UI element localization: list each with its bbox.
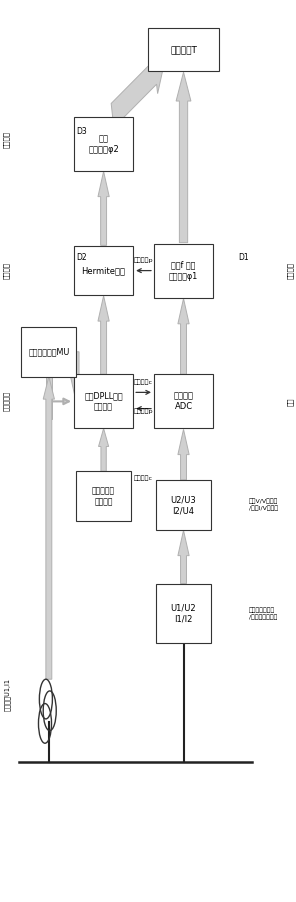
Text: 标准电流互感器
/标准电压互感器: 标准电流互感器 /标准电压互感器 xyxy=(249,607,277,620)
Text: 高精度温度
补偿晶振: 高精度温度 补偿晶振 xyxy=(92,486,115,506)
Text: 时钟信号c: 时钟信号c xyxy=(134,380,153,385)
Text: 相位测量: 相位测量 xyxy=(3,132,9,148)
Text: 绝对延时T: 绝对延时T xyxy=(170,45,197,54)
FancyArrow shape xyxy=(178,299,189,374)
FancyArrow shape xyxy=(99,428,109,471)
FancyBboxPatch shape xyxy=(148,28,219,71)
Text: 采集: 采集 xyxy=(287,397,293,406)
Text: 时标DPLL跟踪
标定时标: 时标DPLL跟踪 标定时标 xyxy=(84,391,123,411)
Text: 频率f 滤波
相位读取φ1: 频率f 滤波 相位读取φ1 xyxy=(169,261,198,281)
Text: U1/U2
I1/I2: U1/U2 I1/I2 xyxy=(171,603,196,623)
Text: 信号调理
ADC: 信号调理 ADC xyxy=(173,391,194,411)
FancyBboxPatch shape xyxy=(156,480,211,530)
FancyArrow shape xyxy=(70,352,82,401)
FancyArrow shape xyxy=(46,327,52,419)
Text: D2: D2 xyxy=(76,253,87,262)
FancyArrow shape xyxy=(98,296,109,374)
FancyBboxPatch shape xyxy=(74,245,133,296)
FancyArrow shape xyxy=(98,171,109,245)
Text: 触发脉冲p: 触发脉冲p xyxy=(134,409,153,414)
Text: U2/U3
I2/U4: U2/U3 I2/U4 xyxy=(171,495,196,515)
Text: 触发脉冲p: 触发脉冲p xyxy=(134,258,153,263)
FancyBboxPatch shape xyxy=(156,584,211,642)
Text: D1: D1 xyxy=(239,253,249,262)
FancyBboxPatch shape xyxy=(74,374,133,428)
FancyBboxPatch shape xyxy=(22,327,76,377)
Text: D3: D3 xyxy=(76,127,87,136)
FancyBboxPatch shape xyxy=(154,374,213,428)
FancyArrow shape xyxy=(178,530,189,584)
Text: 时钟信号c: 时钟信号c xyxy=(134,475,153,481)
Text: 数字量接收: 数字量接收 xyxy=(3,391,9,411)
Text: 电子式互感器MU: 电子式互感器MU xyxy=(28,347,70,356)
Text: 次级电流U1,I1: 次级电流U1,I1 xyxy=(4,678,11,711)
Text: 精密V/V转换器
/精密I/V转换器: 精密V/V转换器 /精密I/V转换器 xyxy=(249,499,278,511)
FancyArrow shape xyxy=(176,72,191,243)
FancyArrow shape xyxy=(43,377,54,679)
Text: 相位处理: 相位处理 xyxy=(3,262,9,279)
Text: Hermite插値: Hermite插値 xyxy=(82,266,126,275)
Text: 相位测量: 相位测量 xyxy=(287,262,293,279)
FancyBboxPatch shape xyxy=(74,117,133,171)
FancyBboxPatch shape xyxy=(76,471,131,521)
FancyArrow shape xyxy=(111,51,164,127)
Text: 滤波
相位读取φ2: 滤波 相位读取φ2 xyxy=(88,134,119,154)
FancyArrow shape xyxy=(178,429,189,480)
FancyBboxPatch shape xyxy=(154,244,213,298)
